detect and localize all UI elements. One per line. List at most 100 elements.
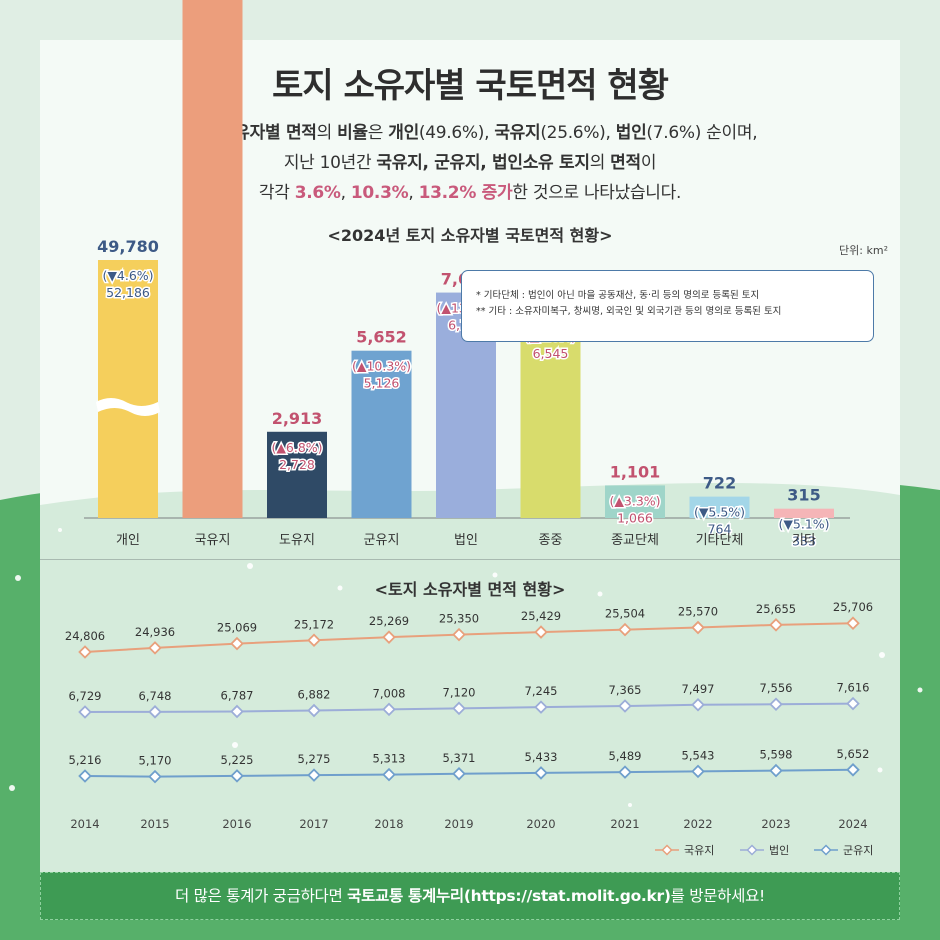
series-value-label: 5,598 — [760, 748, 793, 762]
series-point — [452, 701, 466, 716]
bar-도유지 — [267, 431, 327, 518]
series-point — [382, 630, 396, 644]
series-value-label: 25,429 — [521, 609, 561, 623]
bar-change-label: (▲3.3%) — [609, 493, 660, 508]
note-line-2: ** 기타 : 소유자미복구, 창씨명, 외국인 및 외국기관 등의 명의로 등… — [476, 306, 782, 317]
line-chart: 24,806 24,936 25,069 25,172 25,269 25,350 25,4… — [65, 600, 874, 857]
footer-link[interactable]: 국토교통 통계누리(https://stat.molit.go.kr) — [347, 887, 671, 905]
bar-change-label: (▼5.5%) — [694, 505, 745, 520]
bar-value-label: 1,101 — [610, 462, 661, 481]
series-value-label: 6,729 — [69, 689, 102, 703]
series-point — [691, 698, 705, 712]
bar-value-label: 722 — [703, 474, 736, 493]
series-value-label: 25,655 — [756, 602, 796, 616]
bar-category-label: 국유지 — [195, 533, 231, 548]
series-point — [534, 625, 548, 639]
series-value-label: 7,616 — [837, 681, 870, 695]
series-value-label: 24,936 — [135, 625, 175, 639]
x-tick-label: 2019 — [444, 817, 473, 831]
bar-change-label: (▲6.8%) — [271, 440, 322, 455]
series-point — [846, 616, 860, 630]
summary-line-2: 지난 10년간 국유지, 군유지, 법인소유 토지의 면적이 — [283, 153, 657, 173]
bar-value-label: 315 — [787, 486, 820, 505]
series-value-label: 6,882 — [298, 688, 331, 702]
bar-previous-label: 5,126 — [364, 376, 400, 391]
series-value-label: 5,216 — [69, 753, 102, 767]
page-title: 토지 소유자별 국토면적 현황 — [272, 66, 669, 106]
legend-label: 법인 — [769, 844, 789, 857]
series-value-label: 7,008 — [373, 686, 406, 700]
series-point — [618, 699, 632, 713]
series-point — [230, 704, 244, 719]
series-line-군유지 — [84, 768, 854, 778]
series-value-label: 25,269 — [369, 614, 409, 628]
x-tick-label: 2024 — [838, 817, 867, 831]
legend-marker — [820, 844, 832, 856]
legend-marker — [746, 844, 758, 856]
series-value-label: 5,170 — [139, 754, 172, 768]
legend-label: 군유지 — [843, 844, 873, 857]
bar-change-label: (▼4.6%) — [102, 268, 153, 283]
series-point — [452, 767, 466, 781]
bar-previous-label: 2,728 — [279, 457, 315, 472]
bar-value-label: 49,780 — [97, 237, 159, 256]
series-value-label: 5,652 — [837, 747, 870, 761]
series-point — [78, 769, 92, 783]
series-point — [230, 769, 244, 783]
bar-change-label: (▲10.3%) — [352, 359, 411, 374]
series-value-label: 25,069 — [217, 621, 257, 635]
bar-군유지 — [351, 350, 412, 518]
series-value-label: 5,489 — [609, 749, 642, 763]
series-point — [691, 620, 705, 635]
footer-banner: 더 많은 통계가 궁금하다면 국토교통 통계누리(https://stat.mo… — [40, 872, 900, 920]
x-tick-label: 2017 — [299, 817, 328, 831]
series-point — [769, 763, 783, 778]
note-box: * 기타단체 : 법인이 아닌 마을 공동재산, 동·리 등의 명의로 등록된 … — [461, 270, 874, 342]
series-point — [78, 645, 92, 659]
series-point — [148, 769, 162, 784]
series-point — [769, 618, 783, 632]
series-value-label: 5,433 — [525, 750, 558, 764]
bar-change-label: (▼5.1%) — [778, 517, 829, 532]
series-point — [452, 627, 466, 642]
x-tick-label: 2021 — [610, 817, 639, 831]
bar-개인 — [98, 260, 158, 518]
bar-기타단체 — [689, 496, 750, 518]
series-point — [148, 641, 162, 655]
legend-marker — [661, 844, 673, 856]
series-point — [691, 764, 705, 779]
bar-종중 — [520, 321, 581, 518]
series-value-label: 24,806 — [65, 629, 105, 643]
series-point — [846, 763, 860, 777]
series-line-국유지 — [84, 622, 854, 653]
series-value-label: 7,120 — [443, 685, 476, 699]
series-value-label: 7,245 — [525, 684, 558, 698]
bar-국유지 — [182, 0, 243, 518]
bar-chart: 49,780(▼4.6%)52,186개인25,706(▲3.6%)24,806… — [40, 0, 900, 560]
series-point — [307, 768, 321, 782]
series-point — [618, 765, 632, 779]
series-value-label: 25,706 — [833, 600, 873, 614]
bar-category-label: 도유지 — [279, 533, 315, 548]
bar-category-label: 종교단체 — [611, 533, 659, 548]
series-point — [230, 636, 244, 651]
x-tick-label: 2023 — [761, 817, 790, 831]
x-tick-label: 2022 — [683, 817, 712, 831]
series-value-label: 7,556 — [760, 681, 793, 695]
series-value-label: 25,350 — [439, 612, 479, 626]
series-point — [148, 705, 162, 719]
series-value-label: 5,225 — [221, 753, 254, 767]
series-value-label: 7,497 — [682, 682, 715, 696]
series-point — [382, 702, 396, 717]
line-chart-title: <토지 소유자별 면적 현황> — [374, 580, 566, 599]
bar-category-label: 개인 — [116, 533, 140, 548]
summary-line-3: 각각 3.6%, 10.3%, 13.2% 증가한 것으로 나타났습니다. — [258, 183, 682, 203]
bar-value-label: 5,652 — [356, 328, 407, 347]
bar-chart-title: <2024년 토지 소유자별 국토면적 현황> — [327, 226, 613, 245]
x-tick-label: 2020 — [526, 817, 555, 831]
bar-종교단체 — [605, 485, 665, 518]
series-value-label: 5,275 — [298, 752, 331, 766]
bar-category-label: 종중 — [539, 533, 563, 548]
series-point — [534, 766, 548, 780]
x-tick-label: 2016 — [222, 817, 251, 831]
